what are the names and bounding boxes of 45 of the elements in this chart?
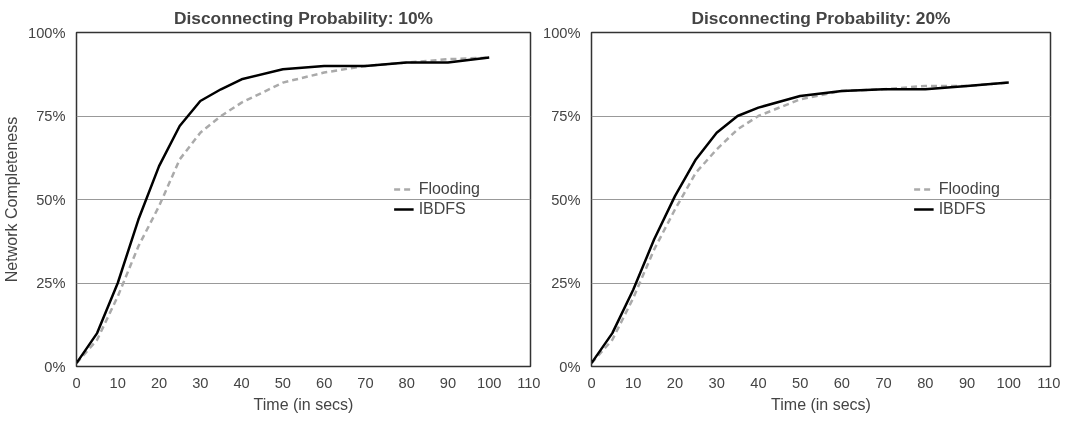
y-tick-label: 75%: [36, 108, 66, 124]
x-tick-label: 20: [666, 374, 684, 391]
x-tick-label: 70: [875, 374, 892, 391]
y-tick-label: 50%: [551, 191, 581, 208]
y-tick-label: 75%: [551, 108, 581, 124]
legend-label: Flooding: [418, 180, 480, 198]
line-series: [76, 56, 491, 365]
x-tick-label: 0: [587, 374, 596, 391]
y-axis-title: Network Completeness: [3, 116, 21, 283]
y-tick-label: 50%: [36, 191, 66, 208]
x-tick-label: 60: [833, 374, 851, 391]
x-axis-title: Time (in secs): [253, 395, 354, 413]
x-tick-label: 10: [109, 374, 126, 391]
x-tick-label: 90: [439, 374, 457, 391]
y-tick-label: 25%: [551, 275, 581, 291]
y-tick-label: 0%: [559, 358, 581, 375]
x-tick-label: 40: [233, 374, 250, 391]
x-tick-label: 70: [357, 374, 374, 391]
y-tick-label: 100%: [543, 24, 581, 41]
x-tick-label: 40: [750, 374, 767, 391]
legend-label: IBDFS: [938, 200, 986, 218]
x-tick-label: 100: [996, 374, 1022, 391]
x-tick-label: 80: [917, 374, 934, 391]
chart-title: Disconnecting Probability: 20%: [691, 7, 951, 28]
x-tick-label: 30: [192, 374, 209, 391]
x-tick-label: 20: [150, 374, 168, 391]
x-tick-label: 110: [1037, 374, 1061, 391]
legend-label: IBDFS: [418, 200, 466, 218]
chart-title: Disconnecting Probability: 10%: [174, 7, 434, 28]
x-tick-label: 60: [315, 374, 333, 391]
legend-label: Flooding: [938, 180, 1000, 198]
x-tick-label: 80: [398, 374, 415, 391]
y-tick-label: 100%: [28, 24, 66, 41]
y-tick-label: 0%: [44, 358, 66, 375]
line-series: [591, 81, 1011, 365]
x-tick-label: 0: [72, 374, 81, 391]
x-tick-label: 90: [958, 374, 976, 391]
x-tick-label: 110: [517, 374, 541, 391]
x-tick-label: 100: [477, 374, 502, 391]
x-tick-label: 10: [625, 374, 642, 391]
x-tick-label: 50: [274, 374, 292, 391]
x-axis-title: Time (in secs): [771, 395, 871, 413]
x-tick-label: 50: [791, 374, 809, 391]
x-tick-label: 30: [708, 374, 725, 391]
y-tick-label: 25%: [36, 275, 66, 291]
